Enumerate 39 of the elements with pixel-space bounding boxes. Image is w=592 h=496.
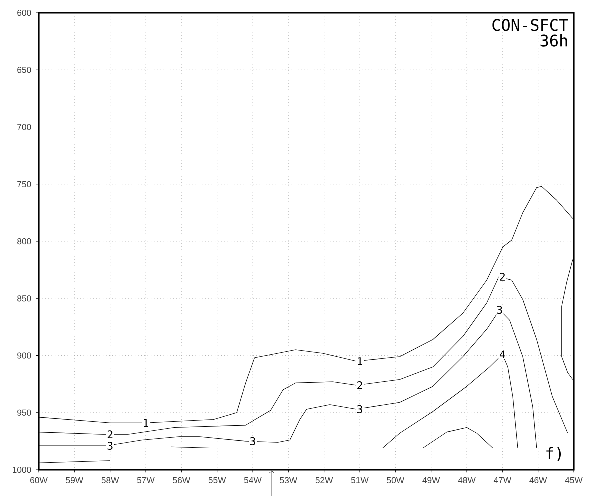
annotation: 2 bbox=[108, 430, 113, 439]
y-tick-label: 900 bbox=[18, 352, 32, 359]
x-tick-label: 51W bbox=[351, 477, 369, 484]
x-tick-label: 45W bbox=[565, 477, 583, 484]
x-tick-label: 48W bbox=[458, 477, 476, 484]
x-tick-label: 56W bbox=[173, 477, 191, 484]
x-tick-label: 58W bbox=[102, 477, 120, 484]
annotation: f) bbox=[546, 447, 562, 462]
annotation: 4 bbox=[500, 350, 506, 358]
annotation: 3 bbox=[108, 442, 113, 450]
y-tick-label: 850 bbox=[18, 296, 32, 302]
line-series bbox=[422, 427, 494, 449]
annotation: 1 bbox=[358, 358, 362, 366]
x-tick-label: 53W bbox=[280, 477, 298, 484]
x-tick-label: 47W bbox=[494, 477, 512, 484]
x-tick-label: 55W bbox=[208, 477, 226, 484]
annotation: 3 bbox=[497, 306, 502, 314]
x-tick-label: 59W bbox=[66, 477, 84, 484]
x-tick-label: 57W bbox=[137, 477, 155, 484]
annotation: 1 bbox=[144, 419, 148, 428]
annotation: 2 bbox=[358, 381, 362, 390]
x-tick-label: 54W bbox=[244, 477, 262, 484]
y-tick-label: 800 bbox=[18, 238, 32, 245]
annotation: 2 bbox=[500, 272, 505, 281]
x-tick-label: 52W bbox=[316, 477, 334, 484]
annotation: 3 bbox=[250, 437, 256, 446]
x-tick-label: 49W bbox=[422, 477, 440, 484]
y-tick-label: 650 bbox=[18, 67, 32, 74]
x-tick-label: 60W bbox=[30, 477, 48, 484]
y-tick-label: 600 bbox=[18, 10, 32, 16]
x-tick-label: 46W bbox=[530, 477, 548, 484]
chart-title: CON-SFCT bbox=[492, 19, 568, 32]
y-tick-label: 750 bbox=[18, 181, 32, 188]
annotation: 3 bbox=[358, 405, 362, 414]
y-tick-label: 1000 bbox=[13, 466, 32, 474]
y-tick-label: 950 bbox=[18, 410, 32, 416]
x-tick-label: 50W bbox=[387, 477, 405, 484]
y-tick-label: 700 bbox=[18, 124, 32, 130]
text: 36h bbox=[540, 34, 568, 47]
